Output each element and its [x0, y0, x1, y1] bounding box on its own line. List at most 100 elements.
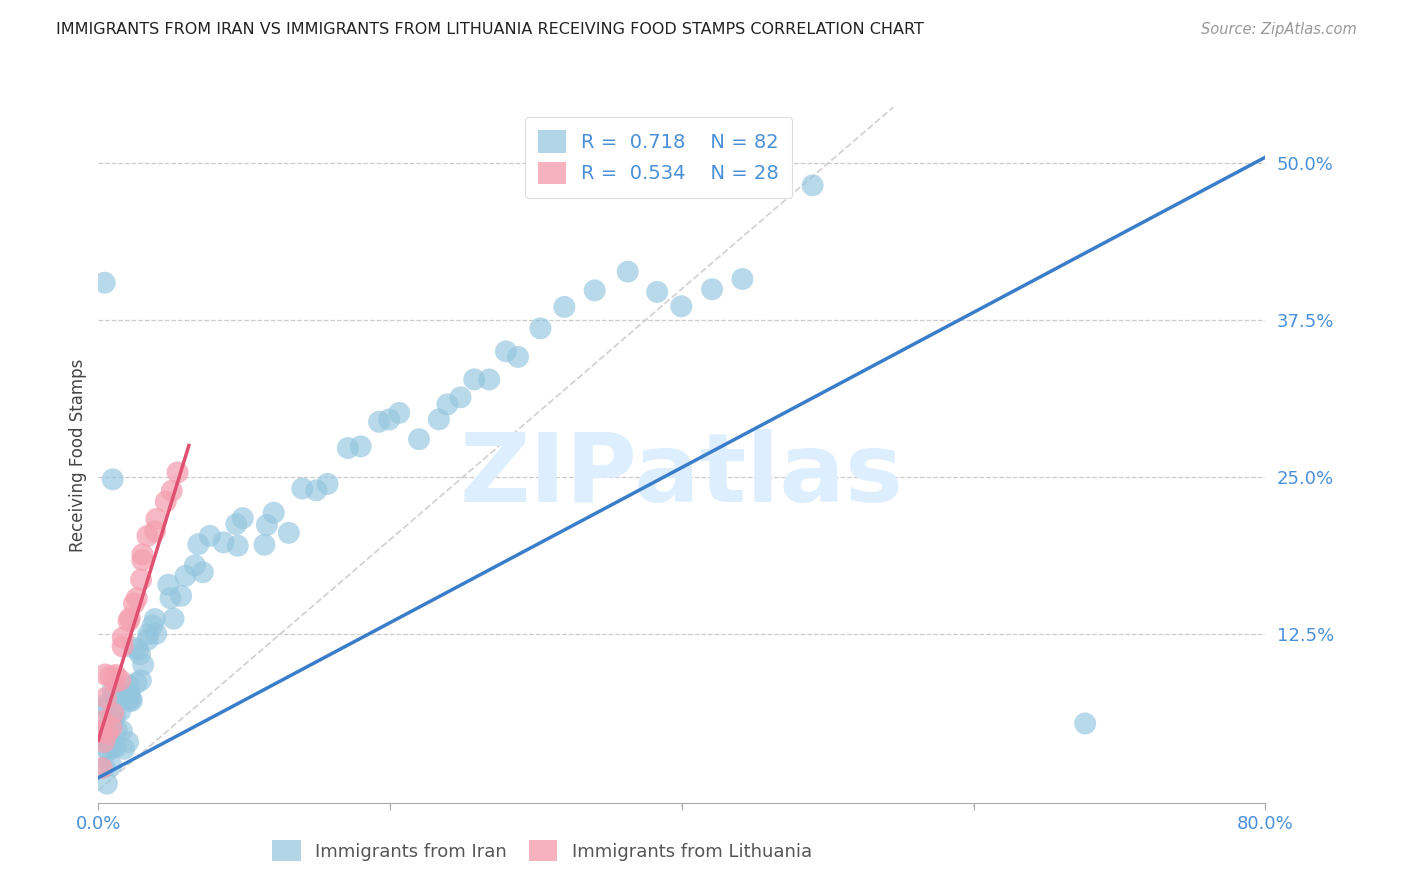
Text: Source: ZipAtlas.com: Source: ZipAtlas.com — [1201, 22, 1357, 37]
Point — [117, 678, 139, 692]
Point — [212, 535, 235, 549]
Point — [104, 708, 127, 723]
Point — [96, 726, 118, 740]
Point — [136, 632, 159, 647]
Point — [141, 618, 163, 632]
Point — [1074, 716, 1097, 731]
Point — [98, 669, 121, 683]
Point — [136, 529, 159, 543]
Point — [94, 667, 117, 681]
Point — [96, 777, 118, 791]
Point — [226, 539, 249, 553]
Point — [336, 441, 359, 455]
Point — [118, 688, 141, 702]
Point — [256, 517, 278, 532]
Point — [253, 538, 276, 552]
Point — [112, 741, 135, 756]
Point — [159, 591, 181, 606]
Point — [436, 397, 458, 411]
Point — [671, 299, 693, 313]
Point — [463, 372, 485, 386]
Point — [529, 321, 551, 335]
Point — [131, 553, 153, 567]
Point — [145, 512, 167, 526]
Point — [93, 735, 115, 749]
Point — [155, 494, 177, 508]
Point — [232, 511, 254, 525]
Text: ZIPatlas: ZIPatlas — [460, 429, 904, 523]
Point — [111, 724, 134, 739]
Point — [131, 547, 153, 561]
Point — [111, 631, 134, 645]
Point — [316, 476, 339, 491]
Point — [143, 612, 166, 626]
Point — [104, 739, 127, 754]
Point — [118, 611, 141, 625]
Point — [129, 673, 152, 688]
Point — [700, 282, 723, 296]
Point — [157, 577, 180, 591]
Point — [166, 466, 188, 480]
Point — [191, 566, 214, 580]
Point — [305, 483, 328, 498]
Point — [90, 725, 112, 739]
Point — [174, 569, 197, 583]
Point — [427, 412, 450, 426]
Point — [170, 589, 193, 603]
Point — [104, 668, 127, 682]
Point — [553, 300, 575, 314]
Point — [94, 690, 117, 705]
Point — [101, 740, 124, 755]
Point — [101, 706, 124, 721]
Point — [101, 472, 124, 486]
Point — [450, 390, 472, 404]
Point — [121, 694, 143, 708]
Point — [96, 741, 118, 756]
Point — [120, 691, 142, 706]
Point — [136, 627, 159, 641]
Point — [162, 612, 184, 626]
Point — [127, 642, 149, 657]
Point — [378, 412, 401, 426]
Point — [801, 178, 824, 193]
Point — [110, 673, 132, 688]
Point — [117, 735, 139, 749]
Point — [103, 675, 125, 690]
Point — [184, 558, 207, 573]
Point — [277, 525, 299, 540]
Point — [111, 688, 134, 702]
Point — [263, 506, 285, 520]
Point — [93, 698, 115, 713]
Point — [110, 704, 132, 718]
Point — [100, 721, 122, 735]
Point — [350, 439, 373, 453]
Point — [291, 482, 314, 496]
Point — [93, 701, 115, 715]
Y-axis label: Receiving Food Stamps: Receiving Food Stamps — [69, 359, 87, 551]
Point — [122, 597, 145, 611]
Point — [96, 720, 118, 734]
Point — [129, 648, 152, 662]
Legend: Immigrants from Iran, Immigrants from Lithuania: Immigrants from Iran, Immigrants from Li… — [263, 831, 821, 871]
Point — [143, 524, 166, 539]
Point — [129, 573, 152, 587]
Point — [104, 687, 127, 701]
Point — [187, 537, 209, 551]
Point — [145, 627, 167, 641]
Point — [408, 432, 430, 446]
Point — [100, 758, 122, 772]
Point — [111, 640, 134, 654]
Point — [495, 344, 517, 359]
Point — [117, 614, 139, 628]
Point — [368, 415, 391, 429]
Point — [160, 483, 183, 498]
Point — [388, 406, 411, 420]
Point — [105, 723, 128, 737]
Point — [645, 285, 668, 299]
Point — [132, 657, 155, 672]
Point — [90, 761, 112, 775]
Text: IMMIGRANTS FROM IRAN VS IMMIGRANTS FROM LITHUANIA RECEIVING FOOD STAMPS CORRELAT: IMMIGRANTS FROM IRAN VS IMMIGRANTS FROM … — [56, 22, 924, 37]
Point — [122, 640, 145, 655]
Point — [101, 683, 124, 698]
Point — [125, 591, 148, 606]
